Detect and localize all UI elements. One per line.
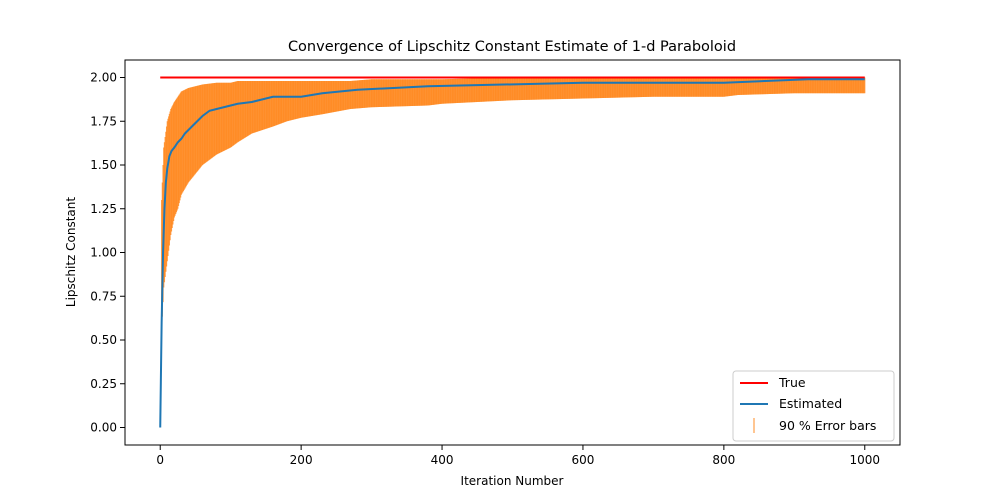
y-tick-label: 1.25 — [90, 202, 117, 216]
y-tick-label: 1.75 — [90, 114, 117, 128]
y-tick-label: 0.25 — [90, 377, 117, 391]
x-tick-label: 200 — [290, 453, 313, 467]
series-lines — [159, 76, 865, 428]
x-tick-label: 600 — [572, 453, 595, 467]
x-tick-label: 0 — [156, 453, 164, 467]
y-tick-label: 0.50 — [90, 333, 117, 347]
x-tick-label: 400 — [431, 453, 454, 467]
y-tick-label: 2.00 — [90, 71, 117, 85]
legend: True Estimated 90 % Error bars — [732, 370, 895, 442]
legend-estimated-label: Estimated — [779, 396, 842, 411]
chart-title: Convergence of Lipschitz Constant Estima… — [288, 39, 736, 55]
error-bars — [161, 77, 866, 332]
x-tick-label: 800 — [712, 453, 735, 467]
y-tick-label: 0.75 — [90, 289, 117, 303]
x-axis-label: Iteration Number — [461, 474, 564, 488]
x-axis-ticks: 0 200 400 600 800 1000 — [156, 445, 880, 467]
estimated-series-line — [159, 78, 865, 428]
legend-frame — [732, 370, 895, 442]
y-tick-label: 1.00 — [90, 246, 117, 260]
legend-error-label: 90 % Error bars — [779, 418, 876, 433]
y-axis-ticks: 0.00 0.25 0.50 0.75 1.00 1.25 1.50 1.75 2.00 — [90, 71, 125, 435]
y-tick-label: 0.00 — [90, 421, 117, 435]
legend-true-label: True — [778, 375, 806, 390]
y-axis-label: Lipschitz Constant — [64, 197, 78, 307]
x-tick-label: 1000 — [849, 453, 880, 467]
y-tick-label: 1.50 — [90, 158, 117, 172]
